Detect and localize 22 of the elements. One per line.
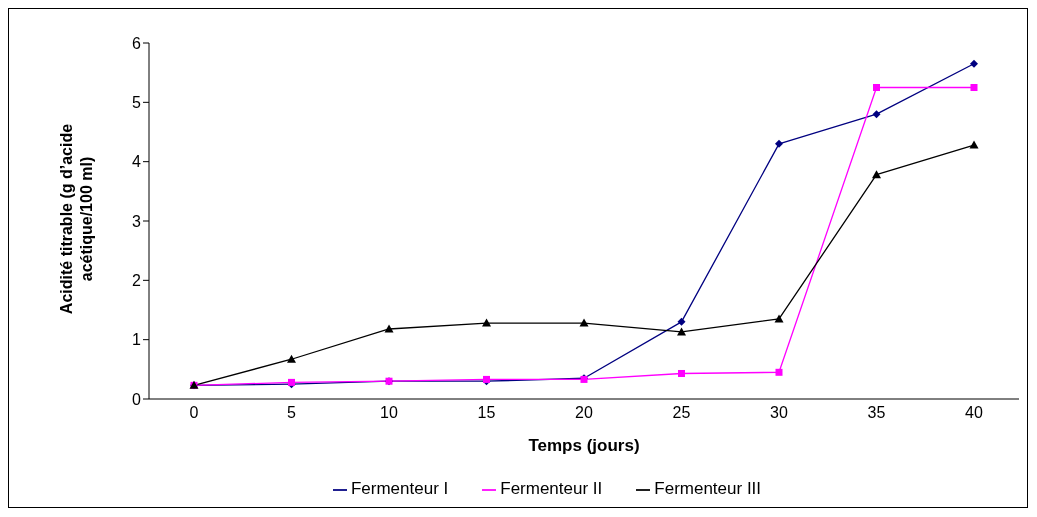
x-axis-title: Temps (jours) (528, 436, 640, 456)
x-tick-label: 20 (575, 404, 593, 422)
y-tick-label: 6 (132, 34, 142, 52)
y-tick-label: 5 (132, 94, 142, 112)
x-tick-label: 30 (770, 404, 788, 422)
x-tick-label: 10 (380, 404, 398, 422)
legend-label: Fermenteur I (350, 479, 449, 498)
x-tick-label: 25 (672, 404, 691, 422)
legend-label: Fermenteur III (654, 479, 762, 498)
y-tick-label: 3 (132, 212, 142, 230)
legend-label: Fermenteur II (500, 479, 603, 498)
x-tick-label: 0 (189, 404, 199, 422)
x-tick-label: 15 (477, 404, 496, 422)
y-tick-label: 1 (132, 331, 142, 349)
y-axis-title: Acidité titrable (g d’acide acétique/100 ml) (57, 122, 96, 317)
x-tick-label: 35 (867, 404, 886, 422)
x-tick-label: 40 (965, 404, 983, 422)
y-tick-label: 4 (132, 153, 142, 171)
x-tick-label: 5 (287, 404, 297, 422)
y-tick-label: 2 (132, 272, 142, 290)
chart-frame: Acidité titrable (g d’acide acétique/100 ml) Fermenteur I Fermenteur II Fermenteur III 0 5 10 15 20 25 30 35 40 Temps (jours) 0 1 2 3 4 5 6 (8, 8, 1028, 508)
y-tick-label: 0 (132, 390, 142, 408)
